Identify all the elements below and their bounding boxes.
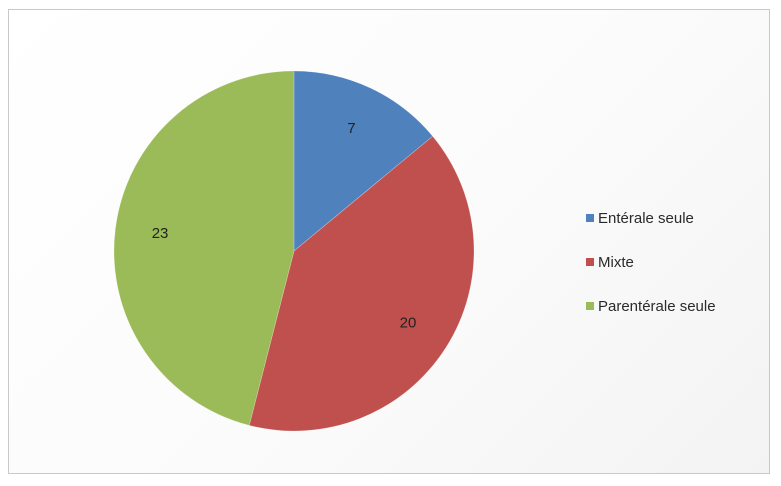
- legend-item-enterale: Entérale seule: [586, 196, 776, 240]
- pie-slice-parenterale: [113, 70, 295, 426]
- pie-data-labels: 7 20 23: [152, 120, 417, 331]
- legend-swatch-parenterale: [586, 302, 594, 310]
- legend-item-parenterale: Parentérale seule: [586, 284, 776, 328]
- legend-swatch-mixte: [586, 258, 594, 266]
- pie-slice-mixte: [248, 135, 475, 432]
- data-label-mixte: 20: [400, 314, 417, 331]
- legend-label-enterale: Entérale seule: [598, 209, 694, 227]
- data-label-enterale: 7: [347, 120, 355, 137]
- legend-label-mixte: Mixte: [598, 253, 634, 271]
- pie-slice-enterale: [293, 70, 434, 252]
- legend: Entérale seule Mixte Parentérale seule: [586, 196, 776, 328]
- legend-label-parenterale: Parentérale seule: [598, 297, 716, 315]
- legend-item-mixte: Mixte: [586, 240, 776, 284]
- data-label-parenterale: 23: [152, 225, 169, 242]
- legend-swatch-enterale: [586, 214, 594, 222]
- pie-slices: [113, 70, 475, 432]
